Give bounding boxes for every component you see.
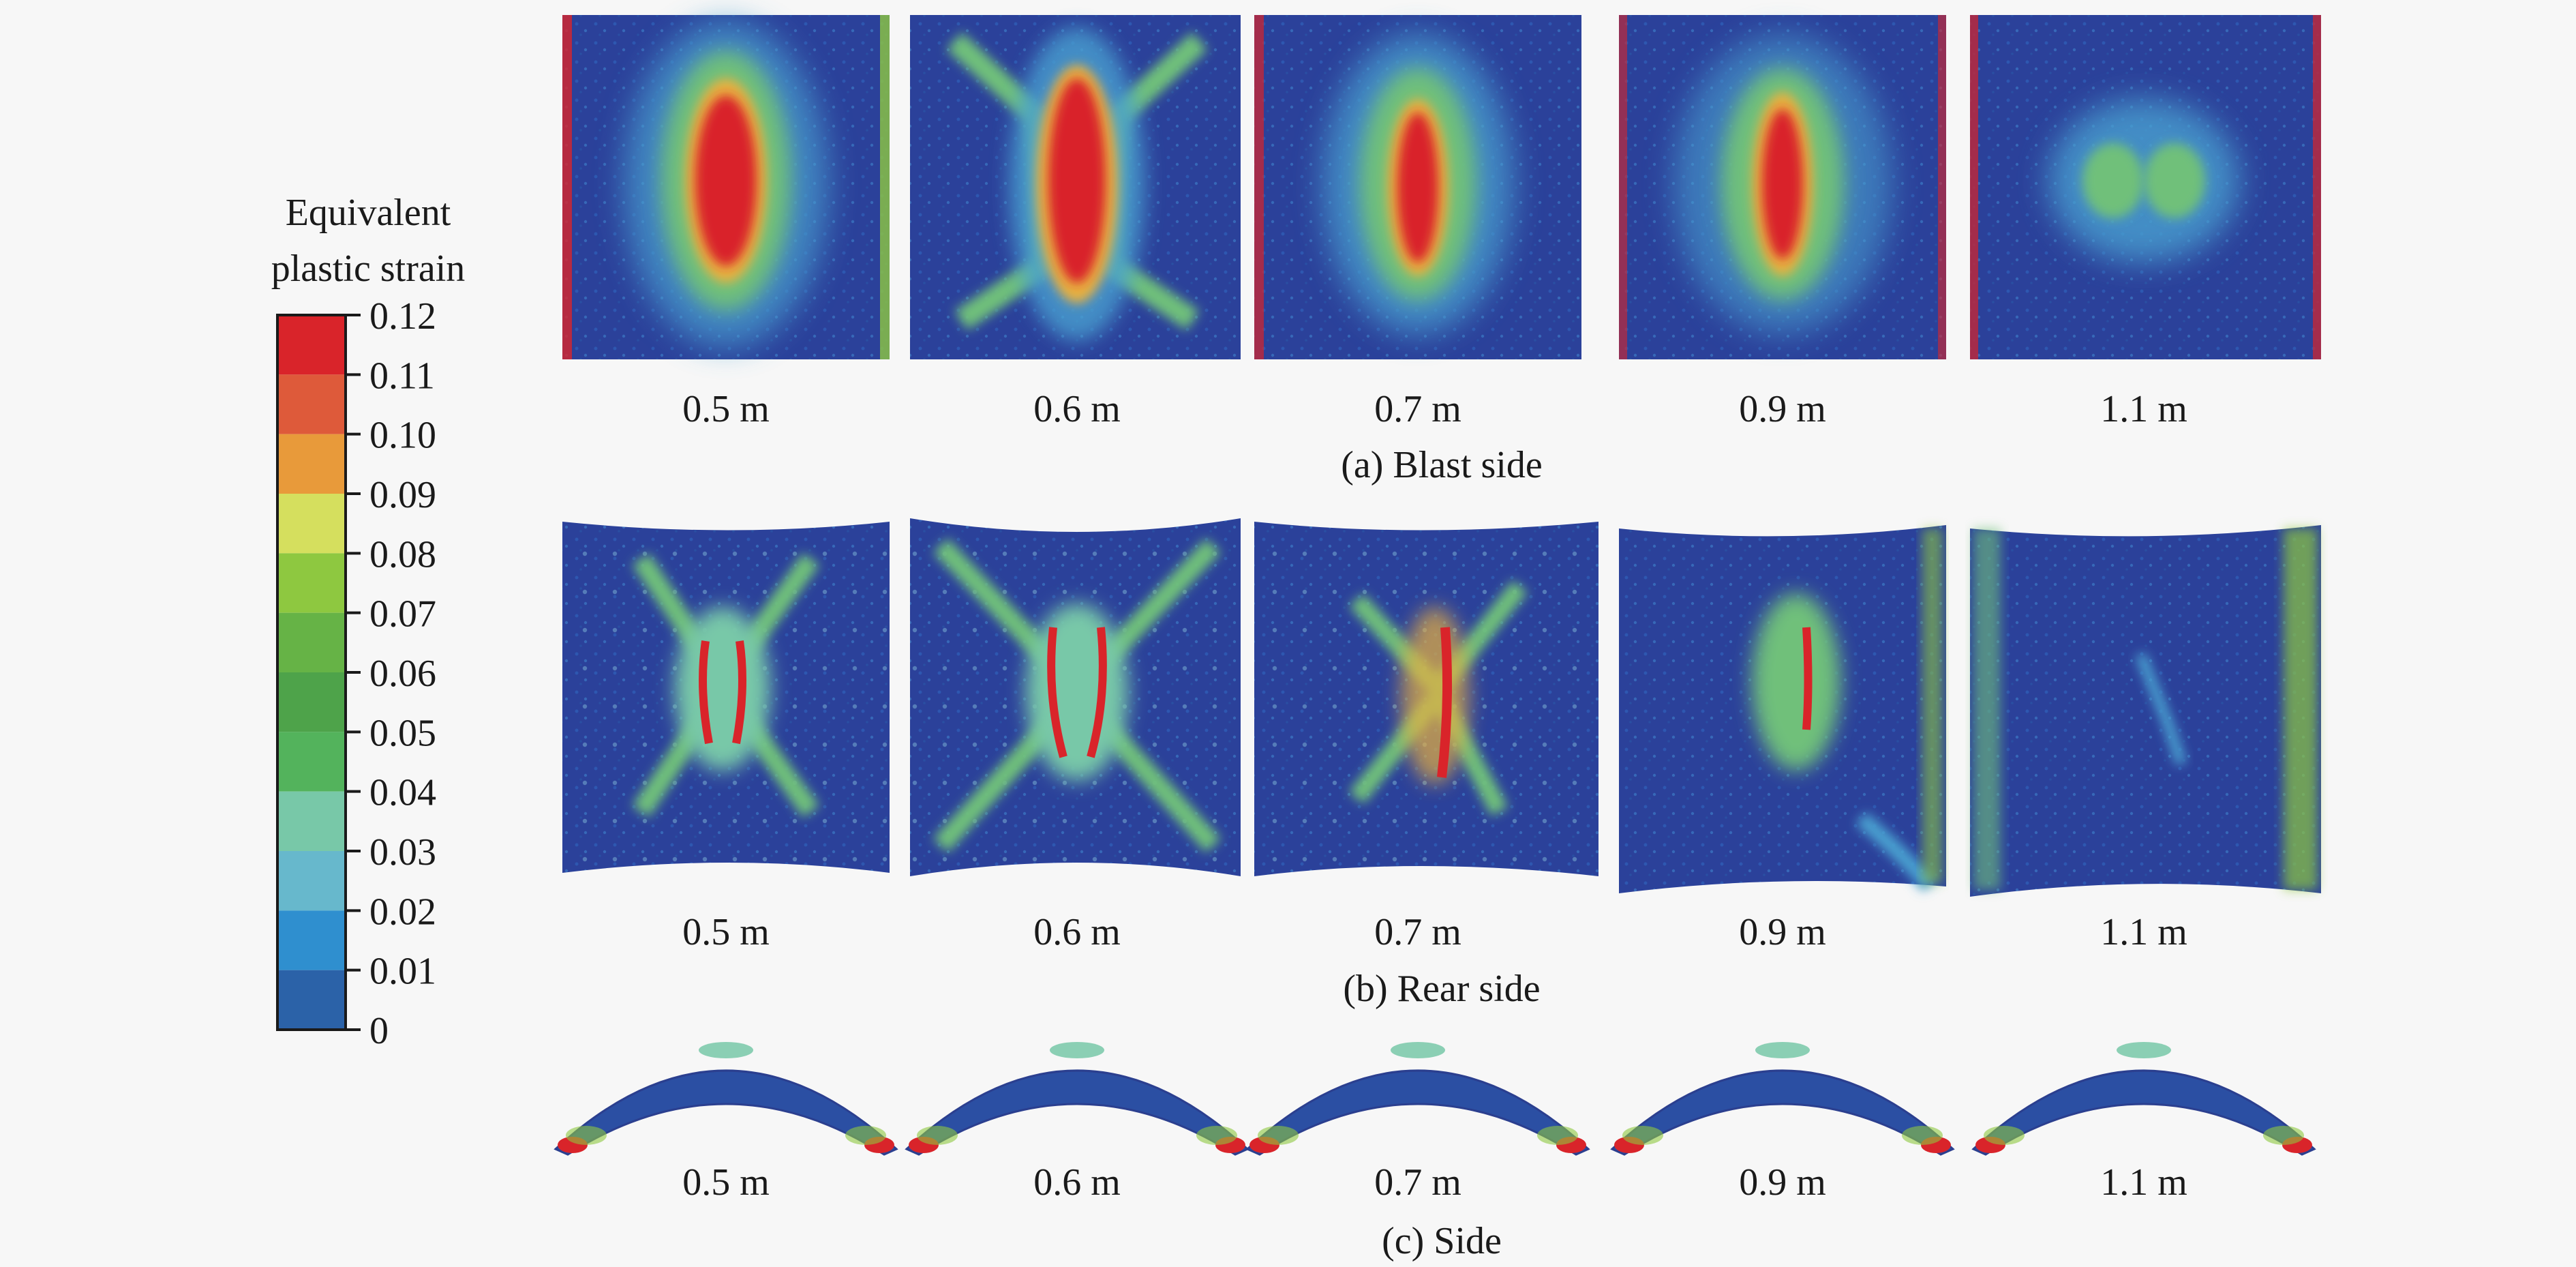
legend-swatch-11 (277, 970, 346, 1030)
distance-label-row0-3: 0.9 m (1739, 388, 1826, 430)
legend-tick-label-7: 0.05 (369, 712, 436, 754)
legend-tick-label-6: 0.06 (369, 653, 436, 695)
distance-label-row2-4: 1.1 m (2100, 1161, 2187, 1204)
rear-panel-0.7m (1254, 522, 1598, 876)
side-arch-4 (1971, 1042, 2316, 1156)
rear-panel-0.9m (1619, 525, 1946, 893)
side-distance-labels: 0.5 m 0.6 m 0.7 m 0.9 m 1.1 m (682, 1161, 2187, 1204)
legend-title-line2: plastic strain (271, 248, 466, 290)
row-blast-side: 0.5 m 0.6 m 0.7 m 0.9 m 1.1 m (a) Blast side (562, 15, 2321, 486)
distance-label-row0-1: 0.6 m (1033, 388, 1121, 430)
legend-swatch-6 (277, 672, 346, 732)
legend-swatch-8 (277, 791, 346, 851)
distance-label-row2-0: 0.5 m (682, 1161, 770, 1204)
distance-label-row1-2: 0.7 m (1374, 911, 1461, 953)
blast-panel-1.1m (1970, 15, 2321, 359)
legend-tick-label-4: 0.08 (369, 533, 436, 576)
legend-swatch-4 (277, 553, 346, 613)
legend-swatch-10 (277, 910, 346, 970)
distance-label-row2-2: 0.7 m (1374, 1161, 1461, 1204)
distance-label-row0-4: 1.1 m (2100, 388, 2187, 430)
side-arch-3 (1610, 1042, 1955, 1156)
legend-tick-label-9: 0.03 (369, 831, 436, 874)
legend-swatch-5 (277, 612, 346, 672)
legend-tick-label-0: 0.12 (369, 295, 436, 338)
side-arch-1 (905, 1042, 1249, 1156)
legend-swatch-3 (277, 494, 346, 554)
distance-label-row1-4: 1.1 m (2100, 911, 2187, 953)
distance-label-row1-0: 0.5 m (682, 911, 770, 953)
row-side: 0.5 m 0.6 m 0.7 m 0.9 m 1.1 m (c) Side (554, 1042, 2316, 1262)
caption-blast-side: (a) Blast side (1341, 444, 1542, 486)
legend-tick-label-11: 0.01 (369, 951, 436, 993)
rear-panel-1.1m (1970, 525, 2321, 897)
distance-label-row0-0: 0.5 m (682, 388, 770, 430)
legend-tick-label-2: 0.10 (369, 415, 436, 457)
legend-tick-label-8: 0.04 (369, 772, 436, 814)
rear-distance-labels: 0.5 m 0.6 m 0.7 m 0.9 m 1.1 m (682, 911, 2187, 953)
legend-tick-label-10: 0.02 (369, 891, 436, 933)
legend-tick-label-1: 0.11 (369, 355, 435, 397)
distance-label-row2-3: 0.9 m (1739, 1161, 1826, 1204)
side-arches (554, 1042, 2316, 1156)
caption-side: (c) Side (1382, 1220, 1502, 1262)
legend-title-line1: Equivalent (286, 192, 451, 234)
blast-panel-0.7m (1254, 15, 1581, 359)
distance-label-row2-1: 0.6 m (1033, 1161, 1121, 1204)
caption-rear-side: (b) Rear side (1343, 968, 1540, 1010)
legend-tick-label-3: 0.09 (369, 474, 436, 516)
row-rear-side: 0.5 m 0.6 m 0.7 m 0.9 m 1.1 m (b) Rear side (562, 518, 2321, 1010)
legend-swatch-0 (277, 315, 346, 375)
legend-swatch-9 (277, 851, 346, 911)
blast-distance-labels: 0.5 m 0.6 m 0.7 m 0.9 m 1.1 m (682, 388, 2187, 430)
legend-swatch-1 (277, 374, 346, 434)
blast-panel-0.5m (562, 15, 890, 359)
legend-swatch-2 (277, 434, 346, 494)
legend-tick-label-12: 0 (369, 1010, 389, 1052)
side-arch-0 (554, 1042, 898, 1156)
legend-swatch-7 (277, 732, 346, 792)
legend-color-bar (276, 314, 347, 1031)
strain-legend: Equivalent plastic strain 0.120.110.100.… (271, 192, 466, 1052)
distance-label-row0-2: 0.7 m (1374, 388, 1461, 430)
blast-panel-0.6m (910, 15, 1241, 359)
distance-label-row1-3: 0.9 m (1739, 911, 1826, 953)
side-arch-2 (1245, 1042, 1590, 1156)
blast-panel-0.9m (1619, 15, 1946, 359)
legend-tick-label-5: 0.07 (369, 593, 436, 636)
legend-ticks: 0.12 0.11 0.10 0.09 0.08 0.07 0.06 0.05 0.04 0.03… (346, 295, 436, 1052)
rear-panel-0.6m (910, 518, 1241, 876)
distance-label-row1-1: 0.6 m (1033, 911, 1121, 953)
rear-panel-0.5m (562, 522, 890, 873)
